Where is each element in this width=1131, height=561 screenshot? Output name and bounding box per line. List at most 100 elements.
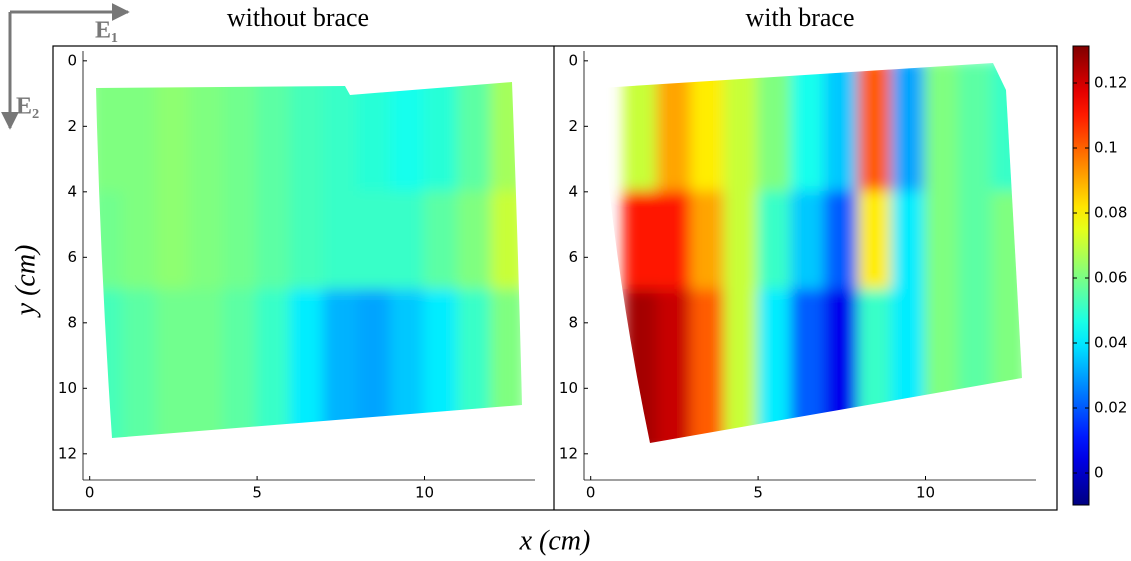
heatmap-cell: [289, 190, 326, 292]
basis-label: E₁: [95, 18, 118, 44]
y-tick-label: 4: [67, 182, 77, 200]
heatmap-cell: [857, 63, 894, 193]
heatmap-cell: [189, 82, 225, 193]
heatmap-cell: [122, 82, 158, 193]
colorbar-tick-label: 0.02: [1094, 399, 1127, 417]
heatmap-cell: [256, 82, 292, 193]
y-tick-label: 0: [67, 51, 77, 69]
heatmap-cell: [289, 82, 326, 193]
y-tick-label: 12: [559, 444, 578, 462]
heatmap-cell: [857, 190, 894, 292]
heatmap-cell: [122, 190, 158, 292]
heatmap-cell: [957, 63, 994, 193]
heatmap-cell: [891, 190, 927, 292]
heatmap: [623, 63, 1022, 443]
x-tick-label: 0: [85, 484, 95, 502]
heatmap-cell: [490, 289, 522, 438]
heatmap-cell: [991, 289, 1022, 443]
heatmap-cells: [623, 63, 1022, 443]
heatmap-cell: [757, 63, 793, 193]
heatmap-cell: [356, 82, 393, 193]
heatmap-cell: [790, 289, 827, 443]
heatmap-cell: [991, 190, 1022, 292]
frame: [52, 45, 1058, 511]
heatmap-cell: [323, 289, 359, 438]
x-tick-label: 10: [916, 484, 935, 502]
y-tick-label: 2: [568, 117, 578, 135]
basis-label: E₂: [16, 94, 39, 120]
heatmap-cell: [155, 289, 192, 438]
heatmap-cell: [957, 289, 994, 443]
heatmap-cell: [690, 63, 726, 193]
colorbar-tick-label: 0.08: [1094, 204, 1127, 222]
y-tick-label: 10: [58, 379, 77, 397]
heatmap-cell: [623, 289, 659, 443]
heatmap-cell: [824, 190, 860, 292]
heatmap-cell: [189, 289, 225, 438]
heatmap-cell: [623, 190, 659, 292]
heatmap-cell: [222, 82, 259, 193]
y-tick-label: 4: [568, 182, 578, 200]
colorbar: [1072, 45, 1090, 506]
heatmap-cell: [356, 289, 393, 438]
heatmap-cell: [991, 63, 1022, 193]
heatmap-cell: [323, 190, 359, 292]
heatmap-cell: [824, 289, 860, 443]
heatmap-cell: [222, 190, 259, 292]
heatmap-cell: [924, 190, 960, 292]
heatmap-cell: [222, 289, 259, 438]
colorbar-tick-label: 0: [1094, 464, 1104, 482]
heatmap-cell: [623, 63, 659, 193]
x-tick-label: 5: [753, 484, 763, 502]
heatmap-cell: [390, 82, 426, 193]
x-axis-label: x (cm): [519, 525, 591, 556]
y-tick-label: 8: [568, 313, 578, 331]
colorbar-tick-label: 0.12: [1094, 74, 1127, 92]
heatmap-cell: [456, 190, 493, 292]
y-tick-label: 10: [559, 379, 578, 397]
heatmap-cell: [824, 63, 860, 193]
y-tick-label: 8: [67, 313, 77, 331]
heatmap-cell: [690, 190, 726, 292]
heatmap-cell: [891, 63, 927, 193]
panel-title: with brace: [745, 3, 854, 32]
colorbar-tick-label: 0.06: [1094, 269, 1127, 287]
heatmap-cell: [96, 190, 125, 292]
heatmap-cell: [356, 190, 393, 292]
x-tick-label: 10: [415, 484, 434, 502]
heatmap-cell: [723, 190, 760, 292]
heatmap-cell: [456, 82, 493, 193]
heatmap-cell: [723, 289, 760, 443]
y-tick-label: 12: [58, 444, 77, 462]
y-tick-label: 6: [568, 248, 578, 266]
heatmap-cell: [757, 190, 793, 292]
heatmap-cell: [96, 289, 125, 438]
heatmap-cell: [189, 190, 225, 292]
colorbar-tick-label: 0.1: [1094, 139, 1118, 157]
heatmap-cell: [423, 289, 459, 438]
heatmap-cell: [757, 289, 793, 443]
heatmap-cell: [256, 289, 292, 438]
colorbar-tick-label: 0.04: [1094, 334, 1127, 352]
x-tick-label: 0: [586, 484, 596, 502]
heatmap-cell: [256, 190, 292, 292]
heatmap-cell: [656, 190, 693, 292]
heatmap-cell: [390, 190, 426, 292]
y-tick-label: 0: [568, 51, 578, 69]
heatmap-cell: [155, 190, 192, 292]
heatmap-cells: [96, 82, 522, 438]
panel-title: without brace: [227, 3, 369, 32]
heatmap-cell: [390, 289, 426, 438]
y-axis-label: y (cm): [10, 245, 41, 319]
heatmap-cell: [924, 63, 960, 193]
y-tick-label: 2: [67, 117, 77, 135]
heatmap-cell: [289, 289, 326, 438]
heatmap-cell: [323, 82, 359, 193]
x-tick-label: 5: [252, 484, 262, 502]
heatmap-cell: [423, 82, 459, 193]
heatmap-cell: [723, 63, 760, 193]
heatmap-cell: [490, 82, 522, 193]
heatmap-cell: [96, 82, 125, 193]
heatmap-cell: [957, 190, 994, 292]
